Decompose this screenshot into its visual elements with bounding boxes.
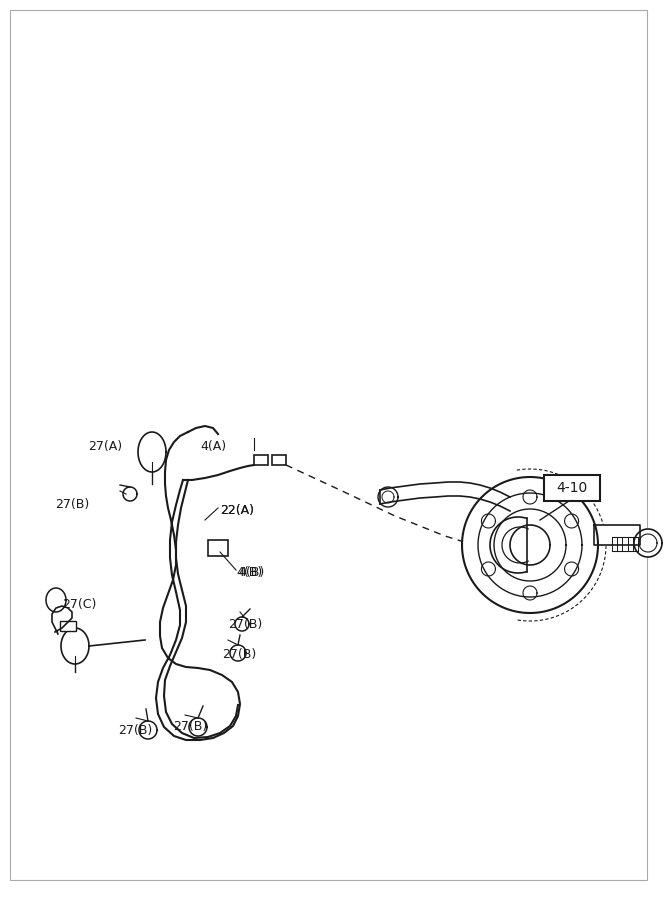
- Polygon shape: [510, 525, 550, 565]
- Text: 22(A): 22(A): [220, 504, 254, 517]
- Text: 22(A): 22(A): [220, 504, 254, 517]
- FancyBboxPatch shape: [208, 540, 228, 556]
- Polygon shape: [494, 509, 566, 581]
- Bar: [254, 455, 268, 465]
- Text: 27(A): 27(A): [88, 440, 122, 453]
- Text: 27(B): 27(B): [55, 498, 89, 511]
- Polygon shape: [462, 477, 598, 613]
- Text: 4(B): 4(B): [236, 566, 262, 579]
- Text: 27(C): 27(C): [62, 598, 96, 611]
- Text: 27(B): 27(B): [222, 648, 256, 661]
- Text: 4-10: 4-10: [556, 481, 588, 495]
- Text: 4(B): 4(B): [238, 566, 264, 579]
- Text: 4(A): 4(A): [200, 440, 226, 453]
- FancyBboxPatch shape: [60, 621, 76, 631]
- Bar: [272, 455, 286, 465]
- Polygon shape: [380, 482, 510, 511]
- Text: 27(B): 27(B): [118, 724, 152, 737]
- Text: 27(B): 27(B): [228, 618, 262, 631]
- Polygon shape: [478, 493, 582, 597]
- Text: 27(B): 27(B): [173, 720, 207, 733]
- Polygon shape: [634, 529, 662, 557]
- Polygon shape: [594, 525, 640, 545]
- FancyBboxPatch shape: [544, 475, 600, 501]
